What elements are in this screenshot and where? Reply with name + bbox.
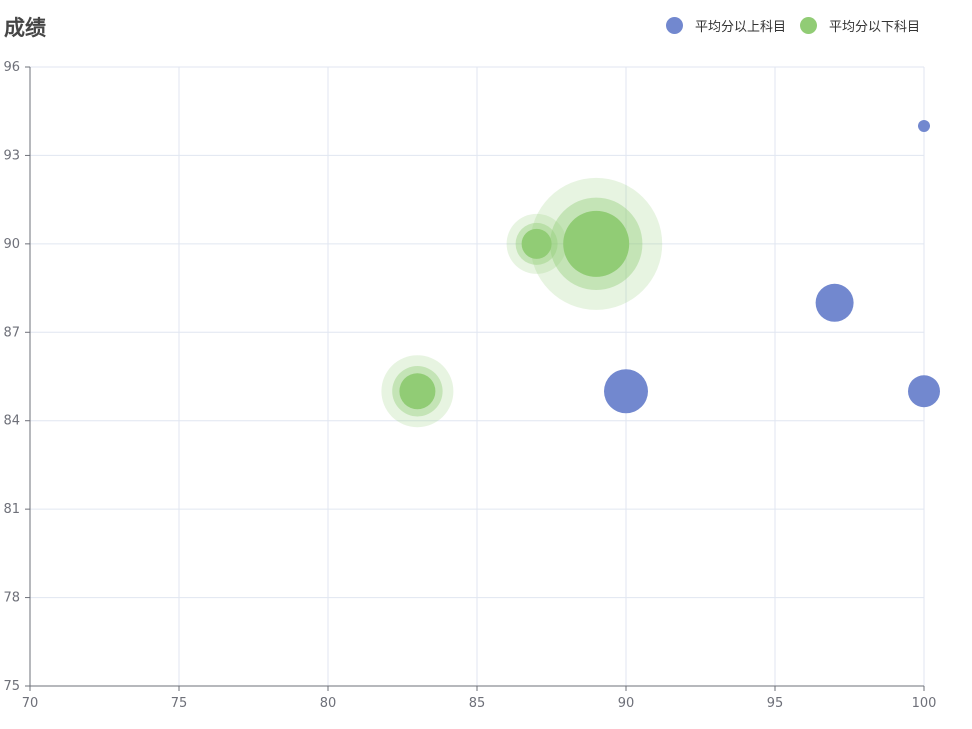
y-tick-label: 87	[3, 325, 20, 340]
legend-item-below-average[interactable]: 平均分以下科目	[799, 16, 920, 35]
legend-label-above-average: 平均分以上科目	[694, 20, 786, 35]
chart-title: 成绩	[4, 16, 46, 40]
data-point-above-average[interactable]	[908, 375, 940, 408]
legend: 平均分以上科目 平均分以下科目	[652, 16, 920, 35]
x-tick-label: 75	[171, 696, 188, 711]
legend-label-below-average: 平均分以下科目	[828, 20, 920, 35]
data-point-below-average[interactable]	[563, 210, 630, 277]
legend-marker-below-average	[799, 17, 817, 34]
x-tick-label: 100	[912, 696, 937, 711]
data-point-below-average[interactable]	[521, 228, 552, 259]
legend-item-above-average[interactable]: 平均分以上科目	[665, 16, 786, 35]
x-tick-label: 85	[469, 696, 486, 711]
y-tick-label: 84	[3, 414, 20, 429]
x-tick-label: 70	[22, 696, 39, 711]
data-point-above-average[interactable]	[604, 369, 648, 414]
x-tick-label: 95	[767, 696, 784, 711]
y-tick-label: 90	[3, 237, 20, 252]
legend-marker-above-average	[665, 17, 683, 34]
y-tick-label: 93	[3, 148, 20, 163]
data-points	[381, 119, 940, 428]
y-tick-label: 78	[3, 591, 20, 606]
data-point-below-average[interactable]	[399, 373, 436, 410]
y-tick-label: 75	[3, 679, 20, 694]
y-tick-label: 81	[3, 502, 20, 517]
x-tick-label: 90	[618, 696, 635, 711]
x-tick-label: 80	[320, 696, 337, 711]
y-tick-label: 96	[3, 60, 20, 75]
data-point-above-average[interactable]	[918, 119, 930, 132]
grid-lines	[30, 66, 925, 686]
data-point-above-average[interactable]	[815, 283, 854, 322]
